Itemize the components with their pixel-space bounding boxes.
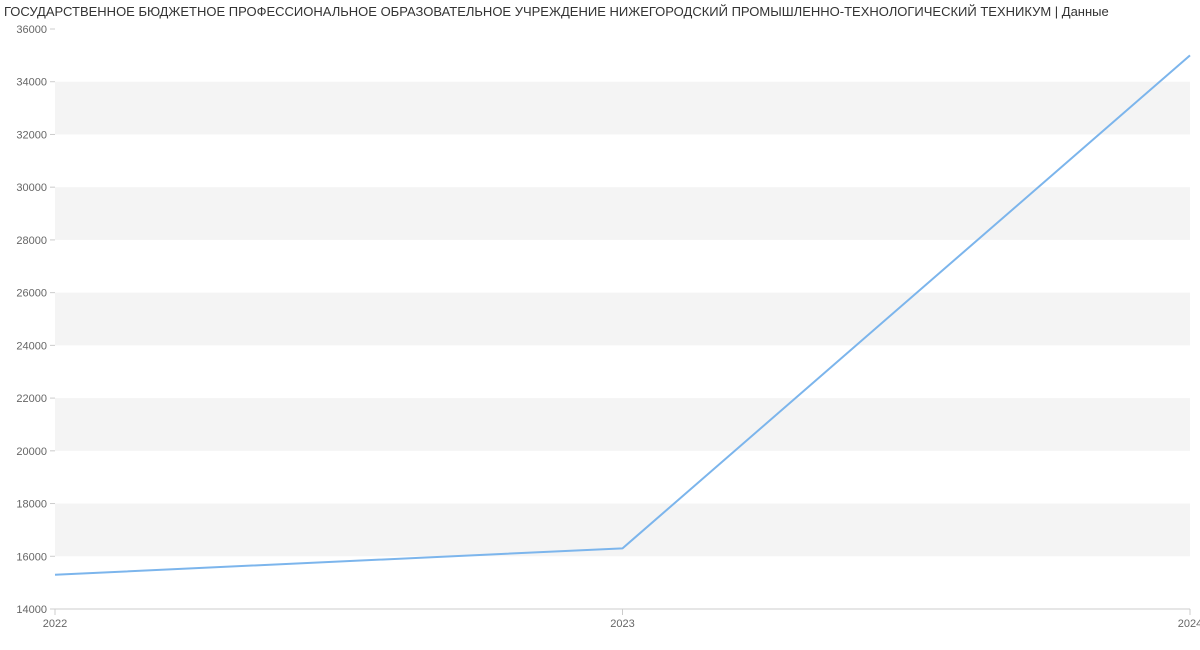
svg-text:18000: 18000 xyxy=(16,499,47,511)
chart-container: 14000 16000 18000 20000 22000 24000 26000 28000… xyxy=(0,19,1200,641)
svg-text:14000: 14000 xyxy=(16,604,47,616)
svg-text:36000: 36000 xyxy=(16,24,47,36)
svg-text:22000: 22000 xyxy=(16,393,47,405)
svg-text:2024: 2024 xyxy=(1178,618,1200,630)
svg-text:32000: 32000 xyxy=(16,129,47,141)
svg-text:26000: 26000 xyxy=(16,288,47,300)
svg-text:34000: 34000 xyxy=(16,77,47,89)
svg-text:2022: 2022 xyxy=(43,618,67,630)
svg-text:2023: 2023 xyxy=(610,618,634,630)
svg-text:16000: 16000 xyxy=(16,551,47,563)
chart-title: ГОСУДАРСТВЕННОЕ БЮДЖЕТНОЕ ПРОФЕССИОНАЛЬН… xyxy=(0,0,1200,19)
svg-text:30000: 30000 xyxy=(16,182,47,194)
line-chart: 14000 16000 18000 20000 22000 24000 26000 28000… xyxy=(0,19,1200,641)
svg-text:24000: 24000 xyxy=(16,340,47,352)
svg-text:20000: 20000 xyxy=(16,446,47,458)
svg-text:28000: 28000 xyxy=(16,235,47,247)
